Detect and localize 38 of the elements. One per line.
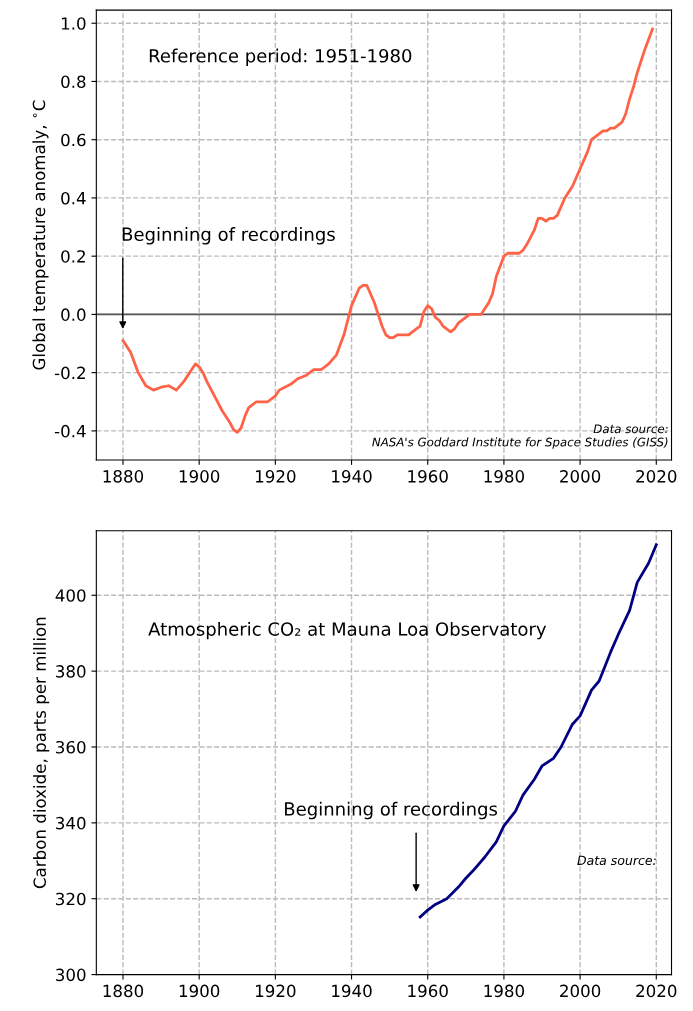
annotation: Atmospheric CO₂ at Mauna Loa Observatory [148,621,547,640]
y-tick-label: 0.2 [61,250,85,263]
y-tick-label: -0.2 [54,366,85,380]
x-tick-label: 2000 [560,470,601,483]
y-tick-label: 0.8 [61,75,86,89]
x-tick-label: 2020 [636,470,677,483]
x-tick-label: 1980 [484,470,525,483]
y-tick-label: 320 [56,892,86,906]
y-tick-label: 360 [56,740,86,754]
y-tick-label: 0.4 [61,191,86,205]
x-tick-label: 1880 [103,984,144,998]
annotation: Data source: [577,855,656,866]
y-tick-label: -0.4 [54,424,86,438]
annotation: Reference period: 1951-1980 [149,48,412,67]
x-tick-label: 2020 [636,984,677,998]
x-tick-label: 2000 [560,984,601,998]
x-tick-label: 1900 [179,984,220,998]
x-tick-label: 1940 [332,984,372,998]
x-tick-label: 1980 [484,984,525,998]
y-tick-label: 340 [56,816,86,830]
annotation: Data source: NASA's Goddard Institute for Space Studies (GISS) [372,424,668,449]
annotation: Beginning of recordings [285,801,498,820]
x-tick-label: 1920 [255,470,296,483]
y-tick-label: 400 [55,589,86,602]
x-tick-label: 1940 [332,470,372,483]
y-tick-label: 300 [56,968,86,982]
y-tick-label: 0.6 [61,133,86,147]
y-axis-title: Global temperature anomaly, $^{∘}$C [32,100,49,370]
y-tick-label: 380 [56,665,86,678]
annotation: Beginning of recordings [122,227,335,245]
y-axis-title: Carbon dioxide, parts per million [33,617,50,889]
x-tick-label: 1920 [255,984,296,998]
x-tick-label: 1960 [408,984,448,998]
x-tick-label: 1900 [179,470,220,483]
y-tick-label: 1.0 [61,17,86,30]
x-tick-label: 1960 [408,470,448,483]
x-tick-label: 1880 [103,470,144,483]
y-tick-label: 0.0 [61,308,86,321]
